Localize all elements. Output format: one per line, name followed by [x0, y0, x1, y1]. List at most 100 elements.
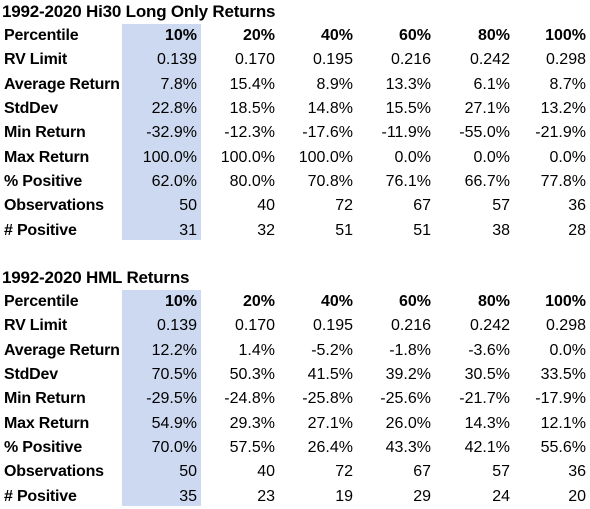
table-row: Average Return 12.2% 1.4% -5.2% -1.8% -3.6% 0.… [0, 339, 590, 363]
table-cell: 57 [492, 463, 510, 481]
table-row: % Positive 62.0% 80.0% 70.8% 76.1% 66.7% 77.8% [0, 170, 590, 194]
table-cell: -1.8% [389, 341, 431, 359]
row-label: Min Return [4, 124, 86, 142]
table-cell: 26.0% [385, 414, 431, 432]
table-row: Average Return 7.8% 15.4% 8.9% 13.3% 6.1% 8.7% [0, 73, 590, 97]
table-cell: 27.1% [307, 414, 353, 432]
table-cell: 40 [257, 197, 275, 215]
column-header: 80% [477, 27, 510, 45]
table-cell: -32.9% [146, 124, 197, 142]
column-header: 60% [398, 27, 431, 45]
table-cell: 22.8% [151, 100, 197, 118]
column-header: 10% [164, 27, 197, 45]
table-cell: 0.195 [312, 51, 353, 69]
table-row: StdDev 22.8% 18.5% 14.8% 15.5% 27.1% 13.2% [0, 97, 590, 121]
table-cell: 32 [257, 221, 275, 239]
returns-table-hi30: Percentile 10% 20% 40% 60% 80% 100% RV Limit 0.1… [0, 24, 590, 243]
table-cell: 0.170 [234, 317, 275, 335]
table-row: Max Return 100.0% 100.0% 100.0% 0.0% 0.0% 0.0% [0, 145, 590, 169]
table-cell: 0.0% [473, 148, 510, 166]
table-cell: 72 [335, 463, 353, 481]
table-cell: 50 [179, 197, 197, 215]
table-cell: -12.3% [224, 124, 275, 142]
table-cell: 0.242 [469, 51, 510, 69]
table-cell: 23 [257, 487, 275, 505]
table-cell: 8.7% [549, 75, 586, 93]
row-label: Max Return [4, 414, 90, 432]
table-cell: 0.298 [545, 317, 586, 335]
table-cell: 40 [257, 463, 275, 481]
row-label: # Positive [4, 221, 77, 239]
row-label: RV Limit [4, 317, 68, 335]
table-cell: 0.0% [549, 341, 586, 359]
table-cell: 100.0% [298, 148, 353, 166]
table-cell: 15.5% [385, 100, 431, 118]
table-cell: 13.3% [385, 75, 431, 93]
table-cell: 57 [492, 197, 510, 215]
table-cell: 14.8% [307, 100, 353, 118]
table-cell: -5.2% [311, 341, 353, 359]
column-header: 80% [477, 293, 510, 311]
row-label: Max Return [4, 148, 90, 166]
table-cell: -17.9% [535, 390, 586, 408]
table-cell: 55.6% [540, 438, 586, 456]
column-header: 10% [164, 293, 197, 311]
table-cell: 1.4% [238, 341, 275, 359]
table-cell: -25.8% [302, 390, 353, 408]
table-cell: 50 [179, 463, 197, 481]
table-cell: -21.9% [535, 124, 586, 142]
table-cell: 76.1% [385, 172, 431, 190]
header-label: Percentile [4, 293, 79, 311]
table-cell: 31 [179, 221, 197, 239]
row-label: Observations [4, 463, 104, 481]
table-cell: 67 [413, 197, 431, 215]
table-cell: 77.8% [540, 172, 586, 190]
column-header: 60% [398, 293, 431, 311]
table-cell: 70.8% [307, 172, 353, 190]
table-cell: 0.216 [390, 51, 431, 69]
row-label: Average Return [4, 75, 120, 93]
table-cell: 0.216 [390, 317, 431, 335]
table-row: Max Return 54.9% 29.3% 27.1% 26.0% 14.3% 12.1% [0, 411, 590, 435]
table-cell: 80.0% [229, 172, 275, 190]
table-cell: 14.3% [464, 414, 510, 432]
row-label: StdDev [4, 366, 58, 384]
table-cell: 29 [413, 487, 431, 505]
row-label: Min Return [4, 390, 86, 408]
table-cell: 36 [568, 463, 586, 481]
returns-table-hml: Percentile 10% 20% 40% 60% 80% 100% RV Limit 0.1… [0, 290, 590, 509]
column-header: 40% [320, 27, 353, 45]
header-row: Percentile 10% 20% 40% 60% 80% 100% [0, 24, 590, 48]
row-label: # Positive [4, 487, 77, 505]
returns-table-hi30-body: Percentile 10% 20% 40% 60% 80% 100% RV Limit 0.1… [0, 24, 590, 243]
table-cell: 70.5% [151, 366, 197, 384]
table-cell: -17.6% [302, 124, 353, 142]
table-cell: 15.4% [229, 75, 275, 93]
table-cell: 41.5% [307, 366, 353, 384]
table-cell: 18.5% [229, 100, 275, 118]
table-row: Observations 50 40 72 67 57 36 [0, 460, 590, 484]
column-header: 100% [545, 293, 586, 311]
table-cell: -24.8% [224, 390, 275, 408]
table-cell: 43.3% [385, 438, 431, 456]
row-label: % Positive [4, 172, 83, 190]
table-title-hml: 1992-2020 HML Returns [2, 268, 190, 287]
table-cell: 7.8% [160, 75, 197, 93]
table-row: Min Return -29.5% -24.8% -25.8% -25.6% -21.7%… [0, 387, 590, 411]
table-cell: -21.7% [459, 390, 510, 408]
table-cell: 19 [335, 487, 353, 505]
table-cell: 42.1% [464, 438, 510, 456]
table-cell: 35 [179, 487, 197, 505]
column-header: 100% [545, 27, 586, 45]
table-cell: 39.2% [385, 366, 431, 384]
table-cell: -29.5% [146, 390, 197, 408]
table-row: # Positive 31 32 51 51 38 28 [0, 218, 590, 242]
table-cell: 30.5% [464, 366, 510, 384]
table-cell: -25.6% [380, 390, 431, 408]
table-cell: 0.0% [549, 148, 586, 166]
highlight-column-10pct-top [122, 24, 201, 240]
returns-table-hml-body: Percentile 10% 20% 40% 60% 80% 100% RV Limit 0.1… [0, 290, 590, 509]
table-row: Min Return -32.9% -12.3% -17.6% -11.9% -55.0%… [0, 121, 590, 145]
table-cell: -55.0% [459, 124, 510, 142]
table-cell: 28 [568, 221, 586, 239]
